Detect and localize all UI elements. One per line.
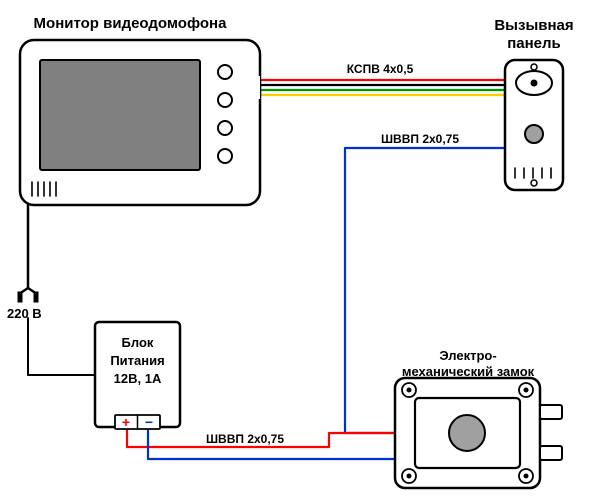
- lock-mount-dot-0: [407, 388, 411, 392]
- panel-call-button: [525, 125, 543, 143]
- psu-label-2: Питания: [110, 353, 164, 368]
- monitor-title: Монитор видеодомофона: [34, 15, 228, 32]
- lock-mount-dot-3: [524, 474, 528, 478]
- call-panel-title-2: панель: [507, 35, 561, 52]
- lock-mount-dot-1: [524, 388, 528, 392]
- label-mains: 220 В: [7, 306, 42, 321]
- psu-plus-icon: +: [122, 414, 130, 430]
- panel-camera-dot: [531, 80, 537, 86]
- panel-screw-top: [531, 64, 537, 70]
- mains-prong-r: [34, 292, 38, 302]
- psu-minus-icon: −: [145, 414, 153, 430]
- lock-bolt-2: [540, 446, 562, 460]
- lock-cylinder: [449, 415, 485, 451]
- label-cable-kspv: КСПВ 4х0,5: [347, 62, 414, 76]
- psu-label-1: Блок: [122, 335, 154, 350]
- : [246, 76, 260, 99]
- monitor-screen: [40, 60, 200, 170]
- label-cable-shvvp-1: ШВВП 2х0,75: [381, 132, 459, 146]
- psu-label-3: 12В, 1А: [114, 371, 162, 386]
- panel-screw-bot: [531, 180, 537, 186]
- monitor-button-2: [218, 121, 232, 135]
- mains-split-r: [28, 288, 34, 292]
- lock-bolt-1: [540, 405, 562, 419]
- lock-label-2: механический замок: [402, 364, 535, 379]
- call-panel-title-1: Вызывная: [494, 17, 573, 34]
- mains-prong-l: [18, 292, 22, 302]
- monitor-button-1: [218, 93, 232, 107]
- lock-label-1: Электро-: [439, 348, 496, 363]
- monitor-button-0: [218, 65, 232, 79]
- lock-mount-dot-2: [407, 474, 411, 478]
- label-cable-shvvp-2: ШВВП 2х0,75: [206, 432, 284, 446]
- monitor-button-3: [218, 149, 232, 163]
- wiring-diagram: Монитор видеодомофона Вызывнаяпанель Блок П…: [0, 0, 595, 500]
